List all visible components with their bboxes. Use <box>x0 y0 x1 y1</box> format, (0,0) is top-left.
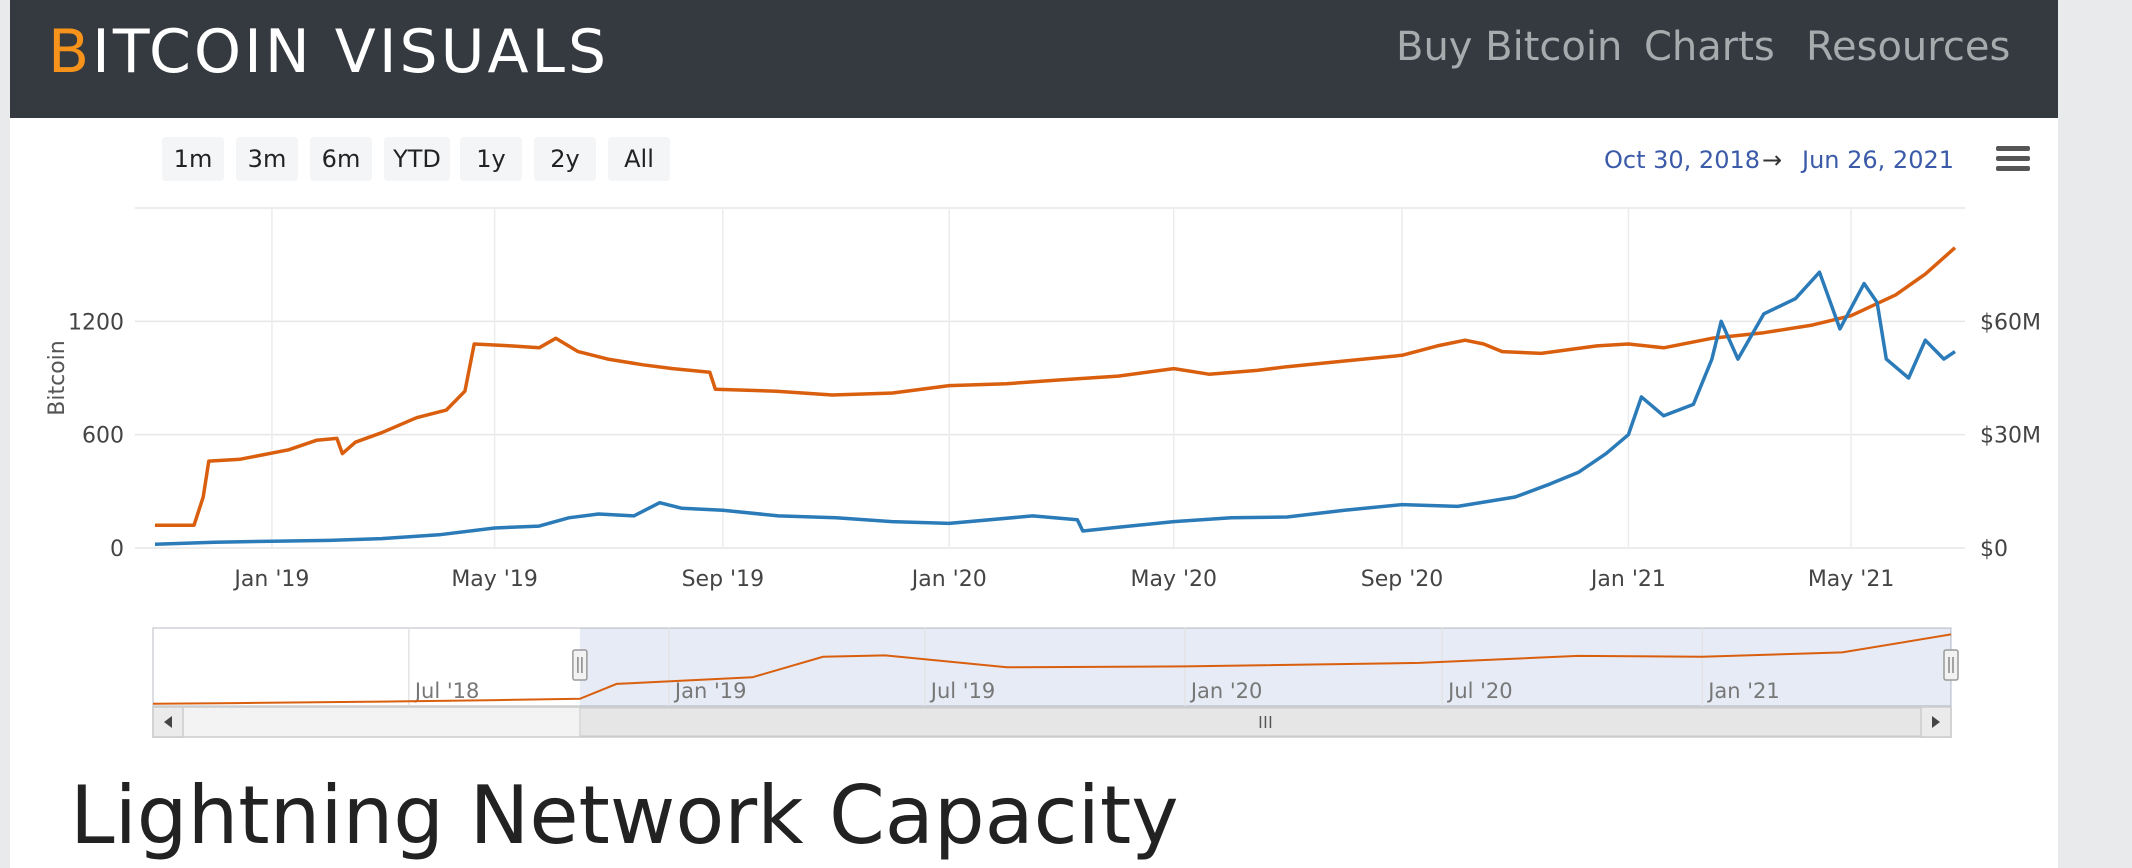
range-1y-button[interactable]: 1y <box>460 137 522 181</box>
navigator-selection <box>579 628 1951 706</box>
navigator-label: Jan '19 <box>673 679 747 703</box>
y-left-tick-label: 1200 <box>68 310 124 335</box>
chart-x-labels: Jan '19 May '19 Sep '19 Jan '20 May '20 Sep '… <box>232 567 1894 592</box>
navbar: BITCOIN VISUALS Buy Bitcoin Charts Resou… <box>10 0 2058 118</box>
range-arrow: → <box>1762 146 1783 174</box>
x-tick-label: Jan '19 <box>232 567 309 592</box>
x-tick-label: May '19 <box>451 567 538 592</box>
y-left-tick-label: 600 <box>82 424 124 449</box>
navigator-series-line <box>152 633 1952 705</box>
range-1m-button[interactable]: 1m <box>162 137 224 181</box>
y-left-tick-label: 0 <box>110 537 124 562</box>
scroll-left-arrow-icon <box>164 716 172 728</box>
range-all-button[interactable]: All <box>608 137 670 181</box>
x-tick-label: Jan '21 <box>1589 567 1666 592</box>
page: BITCOIN VISUALS Buy Bitcoin Charts Resou… <box>10 0 2058 868</box>
x-tick-label: May '21 <box>1808 567 1895 592</box>
range-to-date[interactable]: Jun 26, 2021 <box>1802 146 1955 174</box>
chart-y-labels: 0 $0 600 $30M 1200 $60M <box>68 310 2041 562</box>
page-gutter <box>2058 0 2132 868</box>
y-right-tick-label: $30M <box>1980 424 2041 449</box>
nav-buy-bitcoin[interactable]: Buy Bitcoin <box>1396 24 1623 70</box>
navigator-right-handle[interactable] <box>1943 649 1959 681</box>
navigator-frame <box>152 627 1952 707</box>
navigator-label: Jul '19 <box>929 679 996 703</box>
chart-x-gridlines <box>271 208 1852 548</box>
x-tick-label: Sep '20 <box>1361 567 1444 592</box>
scroll-right-button[interactable] <box>1920 706 1952 738</box>
scroll-left-button[interactable] <box>152 706 184 738</box>
capacity-btc-line <box>155 246 1957 528</box>
y-right-tick-label: $60M <box>1980 310 2041 335</box>
nav-resources[interactable]: Resources <box>1806 24 2011 70</box>
site-logo[interactable]: BITCOIN VISUALS <box>48 16 609 88</box>
range-ytd-button[interactable]: YTD <box>384 137 450 181</box>
y-right-tick-label: $0 <box>1980 537 2008 562</box>
nav-charts[interactable]: Charts <box>1644 24 1775 70</box>
hamburger-menu-icon[interactable] <box>1996 146 2030 172</box>
range-2y-button[interactable]: 2y <box>534 137 596 181</box>
range-6m-button[interactable]: 6m <box>310 137 372 181</box>
page-title: Lightning Network Capacity <box>70 769 1179 862</box>
scroll-right-arrow-icon <box>1932 716 1940 728</box>
navigator-left-handle[interactable] <box>572 649 588 681</box>
navigator-label: Jan '20 <box>1189 679 1263 703</box>
x-tick-label: Sep '19 <box>682 567 765 592</box>
navigator: Jul '18 Jan '19 Jul '19 Jan '20 Jul '20 Jan '… <box>152 627 1959 738</box>
logo-text: ITCOIN VISUALS <box>92 17 610 87</box>
range-3m-button[interactable]: 3m <box>236 137 298 181</box>
navigator-scrollbar-track <box>152 706 1952 738</box>
x-tick-label: Jan '20 <box>910 567 987 592</box>
navigator-label: Jan '21 <box>1706 679 1780 703</box>
x-tick-label: May '20 <box>1130 567 1217 592</box>
y-axis-title: Bitcoin <box>45 340 70 415</box>
chart-grid <box>135 207 1965 549</box>
capacity-usd-line <box>154 270 1956 546</box>
navigator-label: Jul '18 <box>413 679 480 703</box>
logo-initial: B <box>48 17 93 87</box>
navigator-label: Jul '20 <box>1446 679 1513 703</box>
chart-series <box>154 246 1957 546</box>
range-from-date[interactable]: Oct 30, 2018 <box>1604 146 1760 174</box>
navigator-scrollbar-thumb[interactable] <box>579 707 1952 737</box>
